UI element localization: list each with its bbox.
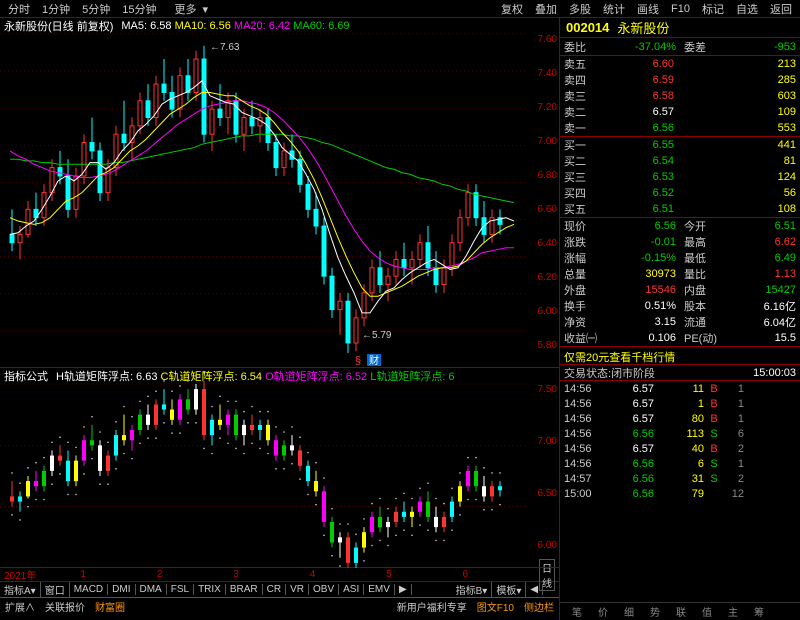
btn-fav[interactable]: 自选 [730, 1, 764, 17]
commission-ratio: 委比-37.04% 委差-953 [560, 38, 800, 56]
svg-text:财: 财 [369, 354, 379, 367]
footer-笔[interactable]: 笔 [564, 604, 590, 619]
bottom-r-1[interactable]: 图文F10 [472, 599, 519, 614]
quote-panel: 现价6.56今开6.51涨跌-0.01最高6.62涨幅-0.15%最低6.49总… [560, 218, 800, 347]
btn-draw[interactable]: 画线 [631, 1, 665, 17]
ind-CR[interactable]: CR [263, 584, 286, 595]
ind-EMV[interactable]: EMV [364, 584, 395, 595]
tab-1min[interactable]: 1分钟 [36, 1, 76, 17]
ind-FSL[interactable]: FSL [167, 584, 194, 595]
kline-chart[interactable]: 永新股份(日线 前复权) MA5: 6.58 MA10: 6.56 MA20: … [0, 18, 559, 368]
tab-5min[interactable]: 5分钟 [76, 1, 116, 17]
footer-筹[interactable]: 筹 [746, 604, 772, 619]
stock-code: 002014 [566, 20, 609, 35]
template-btn[interactable]: 模板▾ [492, 582, 526, 597]
bottom-2[interactable]: 财富圈 [90, 599, 130, 614]
footer-值[interactable]: 值 [694, 604, 720, 619]
stock-header: 002014 永新股份 [560, 18, 800, 38]
indicator-a-btn[interactable]: 指标A▾ [0, 582, 41, 597]
btn-multi[interactable]: 多股 [563, 1, 597, 17]
tick-row: 14:566.56113S6 [560, 426, 800, 441]
tick-row: 14:566.5780B1 [560, 411, 800, 426]
footer-势[interactable]: 势 [642, 604, 668, 619]
ind-DMA[interactable]: DMA [136, 584, 167, 595]
footer-联[interactable]: 联 [668, 604, 694, 619]
svg-text:←7.63: ←7.63 [210, 42, 240, 53]
bottom-r-0[interactable]: 新用户福利专享 [392, 599, 472, 614]
bottom-r-2[interactable]: 侧边栏 [519, 599, 559, 614]
ind-BRAR[interactable]: BRAR [226, 584, 263, 595]
buy-row: 买一6.55441 [560, 137, 800, 153]
btn-fuquan[interactable]: 复权 [495, 1, 529, 17]
indicator-chart[interactable]: 指标公式 H轨道矩阵浮点: 6.63 C轨道矩阵浮点: 6.54 O轨道矩阵浮点… [0, 368, 559, 568]
tick-row: 14:576.5631S2 [560, 471, 800, 486]
svg-text:§: § [355, 355, 361, 367]
timeline: 2021年123456日线 [0, 568, 559, 582]
indicator-selector: 指标A▾窗口MACDDMIDMAFSLTRIXBRARCRVROBVASIEMV… [0, 582, 559, 598]
tick-row: 14:566.566S1 [560, 456, 800, 471]
btn-overlay[interactable]: 叠加 [529, 1, 563, 17]
promo-link[interactable]: 仅需20元查看千档行情 [560, 347, 800, 365]
ind-窗口[interactable]: 窗口 [41, 582, 70, 597]
sell-row: 卖五6.60213 [560, 56, 800, 72]
buy-row: 买五6.51108 [560, 201, 800, 217]
btn-mark[interactable]: 标记 [696, 1, 730, 17]
sell-row: 卖二6.57109 [560, 104, 800, 120]
tick-row: 14:566.5711B1 [560, 381, 800, 396]
bottom-0[interactable]: 扩展∧ [0, 599, 40, 614]
buy-row: 买四6.5256 [560, 185, 800, 201]
ind-ASI[interactable]: ASI [339, 584, 364, 595]
tick-row: 14:566.5740B2 [560, 441, 800, 456]
tab-more[interactable]: 更多▾ [163, 1, 215, 17]
sell-row: 卖三6.58603 [560, 88, 800, 104]
tick-list: 14:566.5711B114:566.571B114:566.5780B114… [560, 381, 800, 602]
footer-价[interactable]: 价 [590, 604, 616, 619]
buy-row: 买三6.53124 [560, 169, 800, 185]
tab-15min[interactable]: 15分钟 [116, 1, 162, 17]
tab-tick[interactable]: 分时 [2, 1, 36, 17]
buy-row: 买二6.5481 [560, 153, 800, 169]
btn-stats[interactable]: 统计 [597, 1, 631, 17]
sell-row: 卖四6.59285 [560, 72, 800, 88]
ind-OBV[interactable]: OBV [309, 584, 339, 595]
order-book: 卖五6.60213卖四6.59285卖三6.58603卖二6.57109卖一6.… [560, 56, 800, 218]
tick-row: 15:006.567912 [560, 486, 800, 501]
ind-DMI[interactable]: DMI [108, 584, 135, 595]
ind-TRIX[interactable]: TRIX [194, 584, 226, 595]
footer-主[interactable]: 主 [720, 604, 746, 619]
svg-text:←5.79: ←5.79 [362, 330, 392, 341]
ind-VR[interactable]: VR [286, 584, 309, 595]
bottom-1[interactable]: 关联报价 [40, 599, 90, 614]
btn-f10[interactable]: F10 [665, 3, 696, 15]
ind-MACD[interactable]: MACD [70, 584, 108, 595]
right-footer: 笔价细势联值主筹 [560, 602, 800, 620]
stock-name: 永新股份 [617, 18, 669, 37]
btn-back[interactable]: 返回 [764, 1, 798, 17]
sell-row: 卖一6.56553 [560, 120, 800, 136]
indicator-b-btn[interactable]: 指标B▾ [452, 582, 493, 597]
top-toolbar: 分时 1分钟 5分钟 15分钟 更多▾ 复权 叠加 多股 统计 画线 F10 标… [0, 0, 800, 18]
trade-status: 交易状态:闭市阶段 15:00:03 [560, 365, 800, 381]
bottom-toolbar: 扩展∧关联报价财富圈 新用户福利专享图文F10侧边栏 [0, 598, 559, 614]
footer-细[interactable]: 细 [616, 604, 642, 619]
tick-row: 14:566.571B1 [560, 396, 800, 411]
